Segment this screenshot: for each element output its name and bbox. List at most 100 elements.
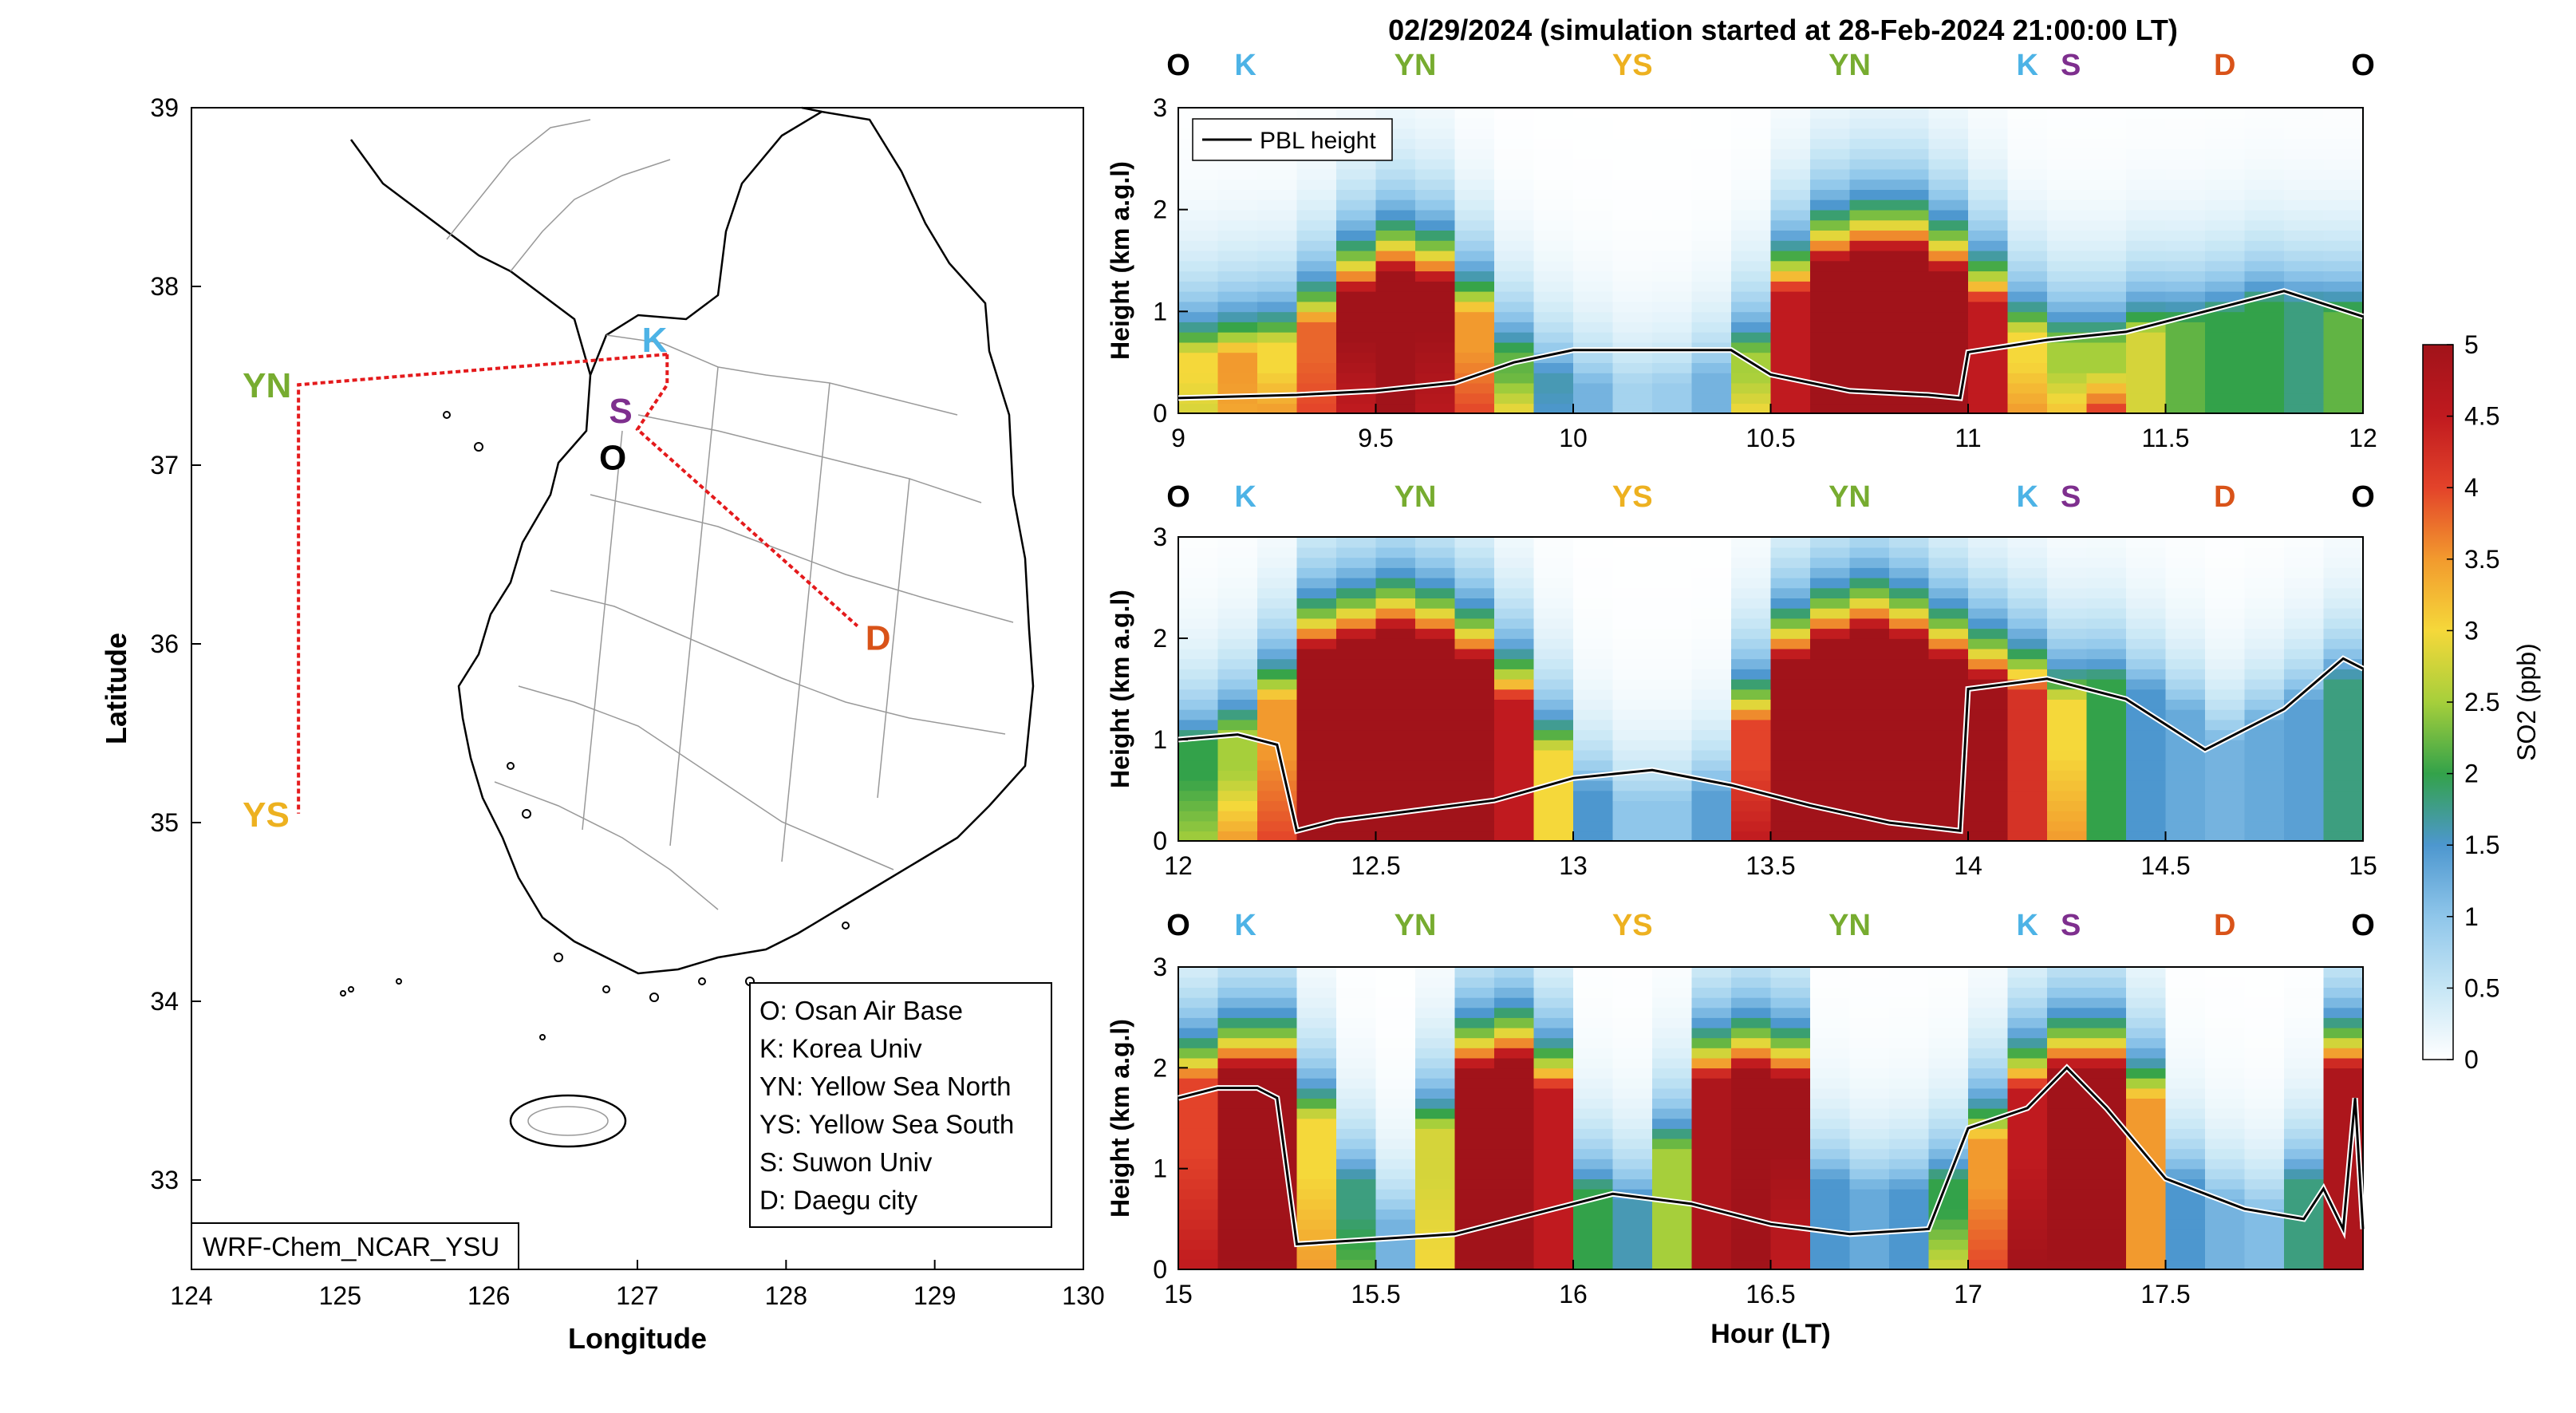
heatmap-cell [2244, 557, 2285, 568]
heatmap-cell [1533, 403, 1574, 414]
heatmap-cell [2086, 393, 2127, 405]
heatmap-cell [1731, 209, 1772, 221]
heatmap-cell [1889, 1148, 1930, 1159]
heatmap-cell [2323, 1017, 2364, 1028]
heatmap-cell [1494, 719, 1535, 731]
heatmap-cell [2086, 800, 2127, 811]
heatmap-cell [1257, 281, 1298, 292]
heatmap-cell [1612, 322, 1653, 333]
heatmap-cell [1494, 638, 1535, 649]
heatmap-cell [1533, 1158, 1574, 1170]
heatmap-cell [1770, 108, 1811, 119]
heatmap-cell [1731, 770, 1772, 781]
heatmap-cell [1533, 810, 1574, 822]
heatmap-cell [1928, 148, 1969, 160]
heatmap-cell [1810, 780, 1851, 791]
heatmap-cell [1296, 810, 1337, 822]
heatmap-cell [2323, 1057, 2364, 1069]
heatmap-cell [1770, 708, 1811, 720]
heatmap-cell [1217, 1027, 1258, 1039]
heatmap-cell [1928, 638, 1969, 649]
heatmap-cell [1731, 598, 1772, 609]
heatmap-cell [1217, 760, 1258, 771]
heatmap-cell [1573, 987, 1614, 998]
heatmap-cell [1889, 270, 1930, 282]
heatmap-cell [1928, 108, 1969, 119]
heatmap-cell [1810, 689, 1851, 700]
heatmap-cell [1415, 117, 1456, 129]
heatmap-cell [1257, 780, 1298, 791]
heatmap-cell [2284, 1068, 2325, 1079]
heatmap-cell [2165, 1239, 2206, 1250]
heatmap-cell [2244, 128, 2285, 140]
heatmap-cell [2047, 179, 2088, 190]
heatmap-cell [1691, 977, 1732, 988]
heatmap-cell [1415, 628, 1456, 639]
heatmap-cell [1217, 240, 1258, 251]
heatmap-cell [2047, 230, 2088, 241]
heatmap-cell [1928, 729, 1969, 740]
heatmap-cell [1296, 1198, 1337, 1210]
heatmap-cell [1494, 1239, 1535, 1250]
heatmap-cell [1968, 1017, 2009, 1028]
heatmap-cell [1336, 607, 1377, 619]
heatmap-cell [1415, 820, 1456, 832]
heatmap-cell [1375, 648, 1416, 660]
heatmap-cell [1296, 997, 1337, 1008]
heatmap-cell [2047, 1138, 2088, 1150]
heatmap-cell [2205, 1229, 2246, 1240]
heatmap-cell [1612, 820, 1653, 832]
heatmap-cell [1336, 1138, 1377, 1150]
heatmap-cell [1731, 1158, 1772, 1170]
heatmap-cell [2047, 1249, 2088, 1261]
heatmap-cell [1533, 628, 1574, 639]
heatmap-cell [1257, 719, 1298, 731]
heatmap-cell [1336, 1078, 1377, 1089]
heatmap-cell [2047, 689, 2088, 700]
heatmap-cell [1217, 719, 1258, 731]
heatmap-cell [1178, 1229, 1219, 1240]
heatmap-cell [1810, 1188, 1851, 1200]
heatmap-cell [2086, 403, 2127, 414]
heatmap-cell [1731, 1128, 1772, 1139]
heatmap-cell [1217, 1178, 1258, 1190]
heatmap-cell [1612, 780, 1653, 791]
heatmap-cell [1336, 831, 1377, 842]
heatmap-cell [1494, 1168, 1535, 1180]
heatmap-cell [2165, 250, 2206, 262]
heatmap-cell [1375, 638, 1416, 649]
heatmap-cell [1336, 301, 1377, 313]
site-label-s: S [2061, 480, 2081, 514]
heatmap-cell [1178, 997, 1219, 1008]
heatmap-cell [1375, 1259, 1416, 1270]
heatmap-cell [2244, 1027, 2285, 1039]
heatmap-cell [1296, 678, 1337, 690]
heatmap-cell [2047, 648, 2088, 660]
heatmap-cell [1573, 108, 1614, 119]
heatmap-cell [1691, 108, 1732, 119]
heatmap-cell [2165, 382, 2206, 394]
heatmap-cell [2165, 108, 2206, 119]
heatmap-cell [2205, 658, 2246, 669]
heatmap-cell [1968, 199, 2009, 211]
heatmap-cell [1731, 1168, 1772, 1180]
heatmap-cell [1178, 1138, 1219, 1150]
heatmap-cell [1494, 240, 1535, 251]
heatmap-cell [1691, 567, 1732, 578]
heatmap-cell [2205, 1007, 2246, 1018]
heatmap-cell [1415, 749, 1456, 761]
heatmap-cell [1652, 1168, 1693, 1180]
heatmap-cell [2284, 260, 2325, 272]
map-site-k: K [642, 321, 668, 360]
heatmap-cell [1533, 372, 1574, 384]
heatmap-cell [2284, 820, 2325, 832]
panel-ylabel: Height (km a.g.l) [1106, 590, 1134, 788]
heatmap-cell [1731, 1249, 1772, 1261]
heatmap-cell [2165, 403, 2206, 414]
heatmap-cell [1375, 790, 1416, 801]
heatmap-cell [1336, 362, 1377, 373]
heatmap-cell [2126, 820, 2167, 832]
heatmap-cell [1415, 1128, 1456, 1139]
heatmap-cell [2284, 117, 2325, 129]
heatmap-cell [1968, 270, 2009, 282]
